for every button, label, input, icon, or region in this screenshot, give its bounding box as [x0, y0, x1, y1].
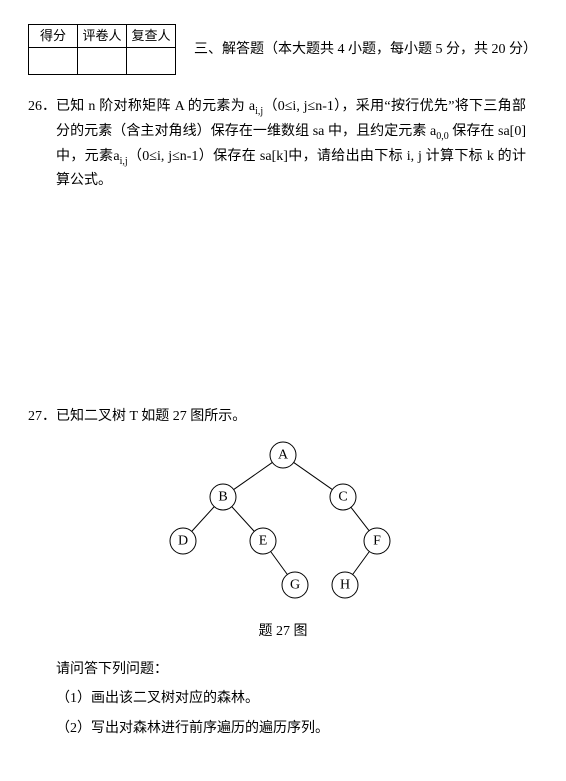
score-cell-1 [29, 48, 78, 75]
tree-label-G: G [290, 578, 300, 593]
tree-edge [351, 507, 369, 530]
q26-sub2: 0,0 [436, 131, 449, 142]
question-26: 26．已知 n 阶对称矩阵 A 的元素为 ai,j（0≤i, j≤n-1），采用… [28, 95, 538, 193]
score-cell-2 [78, 48, 127, 75]
tree-figure: A B C D E F G H [28, 437, 538, 616]
figure-caption: 题 27 图 [28, 620, 538, 644]
score-table: 得分 评卷人 复查人 [28, 24, 176, 75]
score-header-1: 得分 [29, 25, 78, 48]
tree-edge [234, 463, 273, 490]
tree-label-C: C [338, 490, 347, 505]
q26-t1a: 已知 n 阶对称矩阵 A 的元素为 a [56, 99, 255, 114]
tree-svg: A B C D E F G H [123, 437, 443, 607]
tree-label-B: B [218, 490, 227, 505]
tree-label-E: E [259, 534, 268, 549]
section-title: 三、解答题（本大题共 4 小题，每小题 5 分，共 20 分） [194, 38, 537, 62]
tree-edge [271, 552, 288, 575]
tree-label-D: D [178, 534, 188, 549]
tree-edge [294, 463, 333, 490]
tree-edge [192, 507, 215, 532]
q26-sub1: i,j [255, 106, 263, 117]
q27-number: 27． [28, 405, 56, 429]
q27-sub2: （2）写出对森林进行前序遍历的遍历序列。 [56, 717, 538, 741]
q26-sub3: i,j [120, 155, 128, 166]
q26-body: 已知 n 阶对称矩阵 A 的元素为 ai,j（0≤i, j≤n-1），采用“按行… [56, 95, 526, 193]
header-row: 得分 评卷人 复查人 三、解答题（本大题共 4 小题，每小题 5 分，共 20 … [28, 24, 538, 75]
score-cell-3 [127, 48, 176, 75]
tree-label-A: A [278, 448, 289, 463]
question-27: 27．已知二叉树 T 如题 27 图所示。 [28, 405, 538, 429]
score-header-3: 复查人 [127, 25, 176, 48]
q27-stem: 已知二叉树 T 如题 27 图所示。 [56, 405, 526, 429]
answer-space-26 [28, 193, 538, 393]
tree-label-H: H [340, 578, 350, 593]
tree-edge [353, 552, 370, 575]
q27-prompt: 请问答下列问题： [56, 658, 538, 682]
score-header-2: 评卷人 [78, 25, 127, 48]
tree-edge [232, 507, 255, 532]
q26-t2a: 的元素（含主对角线）保存在一维数组 sa 中，且约定元素 a [70, 124, 436, 139]
q27-sub1: （1）画出该二叉树对应的森林。 [56, 687, 538, 711]
q26-number: 26． [28, 95, 56, 119]
tree-label-F: F [373, 534, 381, 549]
